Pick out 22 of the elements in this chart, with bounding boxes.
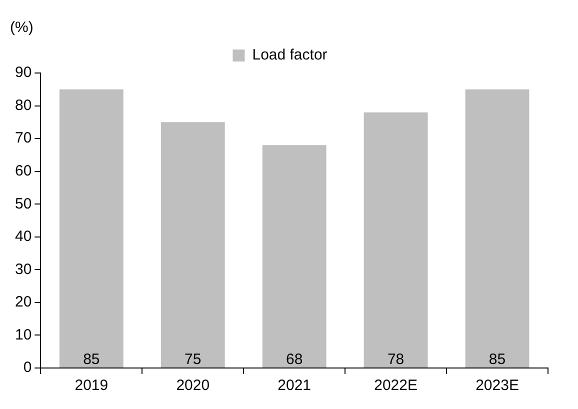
y-tick-label: 20 [14,294,32,311]
x-tick-label: 2020 [176,377,210,394]
y-tick-label: 30 [14,260,32,278]
data-label: 78 [387,351,404,368]
x-tick-label: 2022E [374,377,418,394]
x-tick-label: 2023E [476,377,519,394]
y-tick-label: 0 [23,359,32,376]
y-tick-label: 80 [14,96,32,114]
legend-label: Load factor [252,46,328,64]
x-tick-label: 2019 [74,377,108,394]
y-tick-label: 70 [14,130,32,147]
data-label: 85 [83,351,100,368]
data-label: 85 [488,351,506,368]
y-axis-title: (%) [10,19,34,36]
y-tick-label: 90 [14,64,32,82]
y-tick-label: 40 [14,228,32,246]
data-label: 75 [184,351,202,368]
y-tick-label: 10 [14,326,32,344]
y-tick-label: 60 [14,162,32,180]
x-tick-label: 2021 [278,377,312,394]
y-tick-label: 50 [14,195,32,212]
data-label: 68 [286,351,303,368]
